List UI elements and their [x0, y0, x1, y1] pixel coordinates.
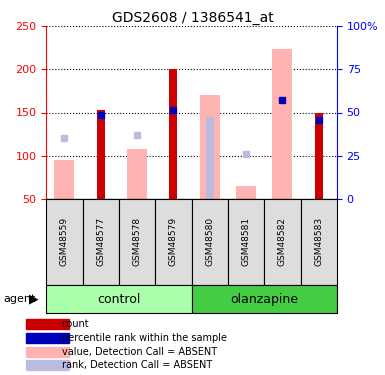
Text: olanzapine: olanzapine — [230, 292, 298, 306]
Bar — [169, 69, 177, 199]
Text: rank, Detection Call = ABSENT: rank, Detection Call = ABSENT — [62, 360, 212, 370]
Text: count: count — [62, 319, 89, 329]
Text: agent: agent — [4, 294, 36, 304]
Text: GSM48579: GSM48579 — [169, 217, 178, 266]
Text: percentile rank within the sample: percentile rank within the sample — [62, 333, 227, 343]
Bar — [264, 199, 301, 285]
Bar — [236, 186, 256, 199]
Bar — [206, 117, 214, 199]
Text: GSM48559: GSM48559 — [60, 217, 69, 266]
Bar — [192, 199, 228, 285]
Bar — [272, 49, 292, 199]
Text: control: control — [97, 292, 141, 306]
Text: GSM48581: GSM48581 — [241, 217, 251, 266]
Text: GSM48580: GSM48580 — [205, 217, 214, 266]
Text: GSM48578: GSM48578 — [132, 217, 142, 266]
Bar — [192, 285, 337, 313]
Bar — [155, 199, 192, 285]
Bar — [119, 199, 155, 285]
Text: value, Detection Call = ABSENT: value, Detection Call = ABSENT — [62, 346, 217, 357]
Bar — [26, 333, 69, 343]
Bar — [26, 360, 69, 370]
Bar — [200, 95, 220, 199]
Bar — [26, 319, 69, 329]
Bar — [315, 112, 323, 199]
Bar — [46, 285, 192, 313]
Text: GSM48582: GSM48582 — [278, 217, 287, 266]
Bar — [127, 149, 147, 199]
Bar — [97, 110, 105, 199]
Bar — [54, 160, 74, 199]
Bar — [82, 199, 119, 285]
Bar — [26, 347, 69, 357]
Text: GDS2608 / 1386541_at: GDS2608 / 1386541_at — [112, 11, 273, 25]
Text: GSM48583: GSM48583 — [314, 217, 323, 266]
Text: GSM48577: GSM48577 — [96, 217, 105, 266]
Bar — [228, 199, 264, 285]
Bar — [301, 199, 337, 285]
Text: ▶: ▶ — [29, 292, 38, 306]
Bar — [46, 199, 82, 285]
